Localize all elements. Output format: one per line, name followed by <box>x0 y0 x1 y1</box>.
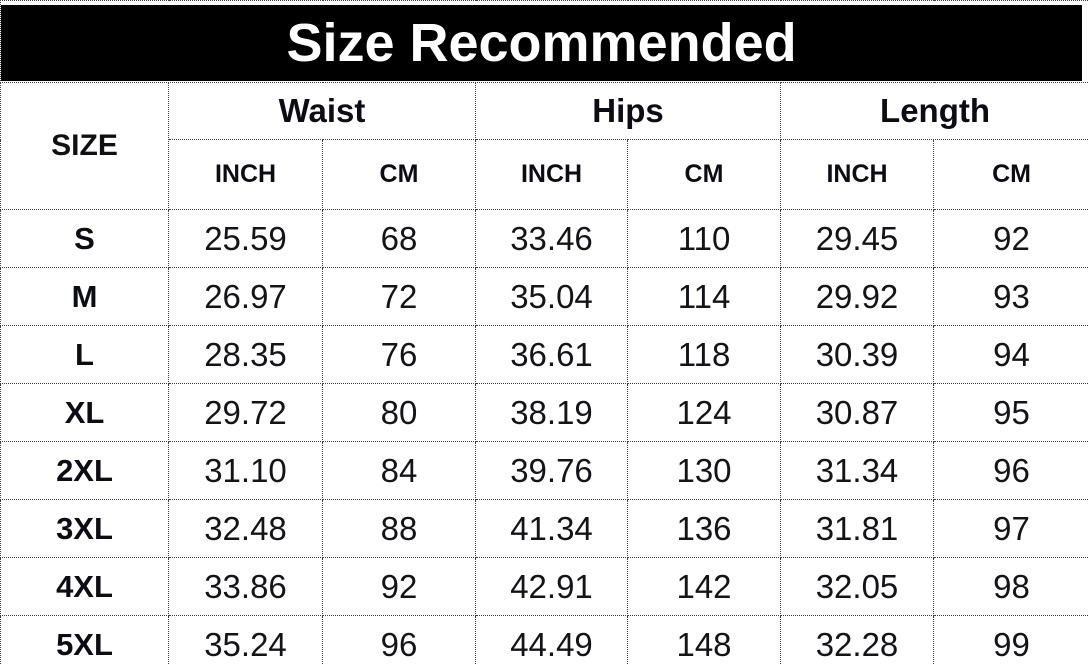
row-label: 4XL <box>0 557 169 616</box>
cell-waist-cm: 92 <box>322 557 476 616</box>
cell-length-cm: 92 <box>932 209 1089 268</box>
table-row-s: S 25.59 68 33.46 110 29.45 92 <box>0 209 1089 268</box>
cell-length-inch: 29.45 <box>780 209 934 268</box>
cell-hips-cm: 148 <box>627 615 781 665</box>
cell-waist-cm: 68 <box>322 209 476 268</box>
cell-hips-inch: 39.76 <box>475 441 628 500</box>
column-group-length: Length <box>779 82 1089 140</box>
table-row-3xl: 3XL 32.48 88 41.34 136 31.81 97 <box>0 499 1089 558</box>
cell-waist-cm: 72 <box>322 267 476 326</box>
column-header-length-cm: CM <box>932 139 1089 210</box>
cell-hips-cm: 124 <box>627 383 781 442</box>
table-row-m: M 26.97 72 35.04 114 29.92 93 <box>0 267 1089 326</box>
cell-hips-inch: 41.34 <box>475 499 628 558</box>
table-row-xl: XL 29.72 80 38.19 124 30.87 95 <box>0 383 1089 442</box>
cell-waist-inch: 33.86 <box>168 557 323 616</box>
page-title: Size Recommended <box>1 5 1083 81</box>
table-row-5xl: 5XL 35.24 96 44.49 148 32.28 99 <box>0 615 1089 665</box>
banner-row: Size Recommended <box>0 0 1089 83</box>
cell-length-inch: 30.87 <box>780 383 934 442</box>
cell-waist-inch: 26.97 <box>168 267 323 326</box>
cell-length-inch: 32.28 <box>780 615 934 665</box>
cell-waist-cm: 80 <box>322 383 476 442</box>
cell-hips-inch: 36.61 <box>475 325 628 384</box>
cell-hips-inch: 35.04 <box>475 267 628 326</box>
cell-waist-cm: 76 <box>322 325 476 384</box>
cell-length-inch: 30.39 <box>780 325 934 384</box>
column-header-waist-cm: CM <box>322 139 476 210</box>
column-header-length-inch: INCH <box>780 139 934 210</box>
cell-length-cm: 99 <box>932 615 1089 665</box>
cell-length-inch: 31.34 <box>780 441 934 500</box>
cell-waist-inch: 32.48 <box>168 499 323 558</box>
cell-waist-cm: 88 <box>322 499 476 558</box>
header-group-row: SIZE Waist Hips Length <box>0 82 1089 210</box>
cell-length-cm: 93 <box>932 267 1089 326</box>
cell-hips-inch: 38.19 <box>475 383 628 442</box>
column-header-hips-cm: CM <box>627 139 781 210</box>
table-row-l: L 28.35 76 36.61 118 30.39 94 <box>0 325 1089 384</box>
cell-length-cm: 97 <box>932 499 1089 558</box>
cell-length-inch: 31.81 <box>780 499 934 558</box>
cell-length-cm: 96 <box>932 441 1089 500</box>
table-row-4xl: 4XL 33.86 92 42.91 142 32.05 98 <box>0 557 1089 616</box>
column-group-hips: Hips <box>475 82 781 140</box>
cell-length-cm: 95 <box>932 383 1089 442</box>
table-row-2xl: 2XL 31.10 84 39.76 130 31.34 96 <box>0 441 1089 500</box>
cell-waist-inch: 28.35 <box>168 325 323 384</box>
cell-waist-inch: 29.72 <box>168 383 323 442</box>
cell-hips-inch: 44.49 <box>475 615 628 665</box>
column-header-size: SIZE <box>0 82 169 210</box>
cell-waist-inch: 35.24 <box>168 615 323 665</box>
cell-hips-cm: 114 <box>627 267 781 326</box>
cell-hips-inch: 42.91 <box>475 557 628 616</box>
row-label: 5XL <box>0 615 169 665</box>
cell-length-cm: 94 <box>932 325 1089 384</box>
column-header-waist-inch: INCH <box>168 139 323 210</box>
cell-hips-cm: 110 <box>627 209 781 268</box>
row-label: S <box>0 209 169 268</box>
cell-hips-cm: 142 <box>627 557 781 616</box>
row-label: 3XL <box>0 499 169 558</box>
row-label: 2XL <box>0 441 169 500</box>
cell-hips-cm: 136 <box>627 499 781 558</box>
row-label: L <box>0 325 169 384</box>
cell-waist-cm: 84 <box>322 441 476 500</box>
column-header-hips-inch: INCH <box>475 139 628 210</box>
column-group-waist: Waist <box>168 82 476 140</box>
cell-waist-inch: 25.59 <box>168 209 323 268</box>
row-label: M <box>0 267 169 326</box>
cell-hips-cm: 130 <box>627 441 781 500</box>
cell-hips-cm: 118 <box>627 325 781 384</box>
cell-waist-inch: 31.10 <box>168 441 323 500</box>
cell-waist-cm: 96 <box>322 615 476 665</box>
banner-cell: Size Recommended <box>0 0 1089 83</box>
cell-length-inch: 29.92 <box>780 267 934 326</box>
cell-length-inch: 32.05 <box>780 557 934 616</box>
cell-hips-inch: 33.46 <box>475 209 628 268</box>
row-label: XL <box>0 383 169 442</box>
cell-length-cm: 98 <box>932 557 1089 616</box>
